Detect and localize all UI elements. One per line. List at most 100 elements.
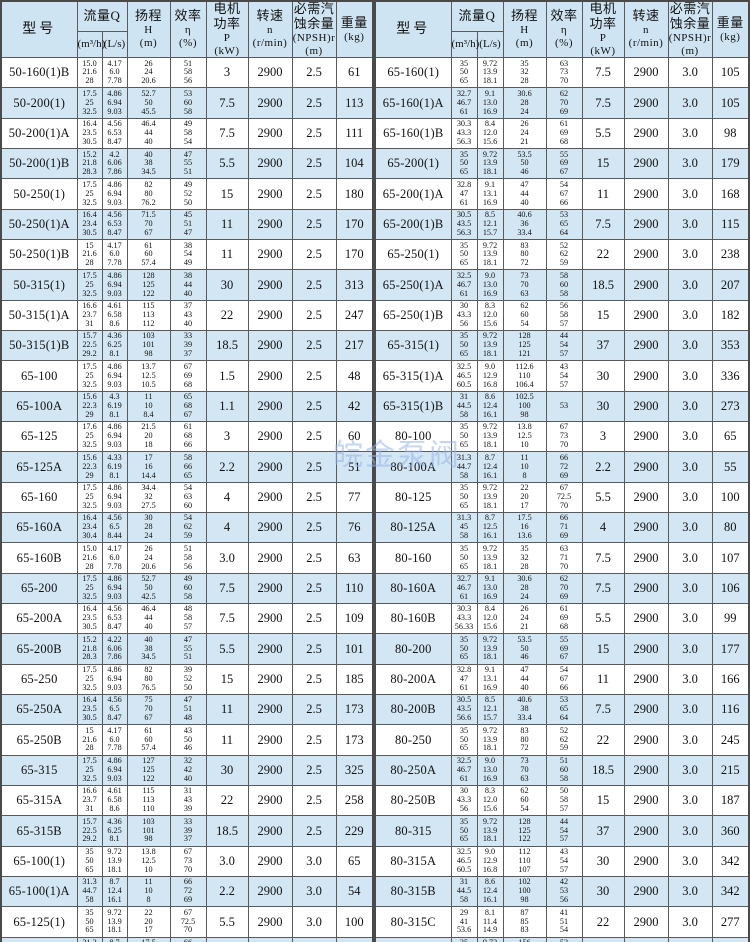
table-row[interactable]: 65-250(1) 35 50 65 9.72 13.9 18.1 83 80 72 52 62 59 2…: [374, 239, 750, 271]
table-row[interactable]: 65-315(1)B 31 44.5 58 8.6 12.4 16.1 102.5 100 98 5…: [374, 390, 750, 423]
cell-flow-ls-v3: 18.1: [482, 743, 498, 753]
cell-flow-m3h: 15.6 22.3 29: [76, 451, 103, 483]
table-row[interactable]: 50-160(1)B 15.0 21.6 28 4.17 6.0 7.78 26 24 20.6 5…: [0, 57, 374, 89]
table-row[interactable]: 50-315(1)B 15.7 22.5 29.2 4.36 6.25 8.1 103 101 9…: [0, 330, 374, 362]
cell-head-v1: 128: [142, 270, 155, 280]
cell-flow-m3h-v2: 25: [85, 582, 94, 592]
cell-head: 115 113 112: [126, 299, 171, 332]
table-row[interactable]: 65-125(1)A31.345588.712.516.117.51613.66…: [0, 936, 374, 942]
cell-motor-power: 3.0: [205, 845, 249, 878]
table-row[interactable]: 80-250 35 50 65 9.72 13.9 18.1 83 80 72 52 62 59 22 29…: [374, 724, 750, 756]
table-row[interactable]: 65-200 17.5 25 32.5 4.86 6.94 9.03 52.7 50 42.5 49…: [0, 572, 374, 605]
table-row[interactable]: 65-160(1) 35 50 65 9.72 13.9 18.1 35 32 28 63 73 70 7…: [374, 57, 750, 89]
cell-model: 80-250A: [374, 754, 452, 787]
cell-flow-m3h-v3: 65: [459, 440, 469, 450]
table-row[interactable]: 80-125 35 50 65 9.72 13.9 18.1 22 20 17 67 72.5 70 5.…: [374, 481, 750, 514]
header-npsh-line2: 蚀余量: [669, 15, 711, 31]
table-row[interactable]: 65-250B 15 21.6 28 4.17 6.0 7.78 61 60 57.4 43 50 46…: [0, 724, 374, 756]
table-row[interactable]: 80-100A 31.3 44.7 58 8.7 12.4 16.1 11 10 8 66 72 69 2…: [374, 451, 750, 483]
table-row[interactable]: 65-160B 15.0 21.6 28 4.17 6.0 7.78 26 24 20.6 51 58…: [0, 542, 374, 574]
cell-flow-ls: 9.0 12.9 16.8: [476, 360, 504, 392]
table-row[interactable]: 65-315(1) 35 50 65 9.72 13.9 18.1 128 125 121 44 54…: [374, 330, 750, 362]
table-row[interactable]: 80-200B 30.5 43.5 56.6 8.5 12.1 15.7 40.6 38 33.4…: [374, 694, 750, 726]
table-row[interactable]: 50-200(1) 17.5 25 32.5 4.86 6.94 9.03 52.7 50 45.…: [0, 87, 374, 119]
table-row[interactable]: 50-315(1) 17.5 25 32.5 4.86 6.94 9.03 128 125 122…: [0, 269, 374, 301]
cell-motor-power: 7.5: [205, 572, 249, 605]
table-row[interactable]: 65-315B 15.7 22.5 29.2 4.36 6.25 8.1 103 101 98 33…: [0, 815, 374, 847]
table-row[interactable]: 65-160A 16.4 23.4 30.4 4.56 6.5 8.44 30 28 24 54 62…: [0, 512, 374, 544]
table-row[interactable]: 65-100(1)A 31.3 44.7 58 8.7 12.4 16.1 11 10 8 66 72…: [0, 876, 374, 908]
table-row[interactable]: 65-250(1)A 32.5 46.7 61 9.0 13.0 16.9 73 70 63 58 6…: [374, 269, 750, 301]
table-row[interactable]: 50-250(1) 17.5 25 32.5 4.86 6.94 9.03 82 80 76.2 4…: [0, 178, 374, 210]
table-row[interactable]: 80-3503550609.7213.916.71561501405354525…: [374, 936, 750, 942]
table-row[interactable]: 65-250A 16.4 23.5 30.5 4.56 6.5 8.47 75 70 67 47 51…: [0, 694, 374, 726]
cell-flow-m3h-v3: 56.33: [454, 622, 474, 632]
cell-motor-power: 4: [205, 481, 249, 514]
cell-weight: 557: [711, 936, 750, 942]
cell-flow-ls-v1: 4.86: [107, 665, 122, 675]
cell-motor-power: 30: [581, 845, 625, 878]
table-row[interactable]: 80-250A 32.5 46.7 61 9.0 13.0 16.9 73 70 63 51 60 58…: [374, 754, 750, 787]
table-row[interactable]: 80-100 35 50 65 9.72 13.9 18.1 13.8 12.5 10 67 73 70…: [374, 421, 750, 453]
cell-flow-m3h-v2: 47: [459, 673, 469, 683]
table-row[interactable]: 65-200B 15.2 21.8 28.3 4.22 6.06 7.86 40 38 34.5 4…: [0, 633, 374, 665]
cell-head-v2: 32: [520, 552, 529, 562]
table-row[interactable]: 65-125A 15.6 22.3 29 4.33 6.19 8.1 17 16 14.4 58 66…: [0, 451, 374, 483]
cell-efficiency-v1: 67: [183, 361, 193, 371]
table-row[interactable]: 50-200(1)A 16.4 23.5 30.5 4.56 6.53 8.47 46.4 44…: [0, 117, 374, 150]
table-row[interactable]: 50-250(1)A 16.4 23.4 30.5 4.56 6.53 8.47 71.5 70…: [0, 208, 374, 241]
table-row[interactable]: 65-250 17.5 25 32.5 4.86 6.94 9.03 82 80 76.5 39 52…: [0, 663, 374, 696]
table-row[interactable]: 80-315B 31 44.5 58 8.6 12.4 16.1 102 100 98 42 53 56…: [374, 876, 750, 908]
cell-model: 80-200B: [374, 694, 452, 726]
cell-model: 65-250A: [0, 694, 78, 726]
cell-flow-ls-v3: 7.78: [107, 743, 122, 753]
table-row[interactable]: 65-200A 16.4 23.5 30.5 4.56 6.53 8.47 46.4 44 40 4…: [0, 603, 374, 635]
table-row[interactable]: 65-100 17.5 25 32.5 4.86 6.94 9.03 13.7 12.5 10.5…: [0, 360, 374, 392]
table-row[interactable]: 80-200A 32.8 47 61 9.1 13.1 16.9 47 44 40 54 67 66 11…: [374, 663, 750, 696]
cell-efficiency-v3: 69: [559, 106, 569, 116]
table-row[interactable]: 65-315 17.5 25 32.5 4.86 6.94 9.03 127 125 122 32 4…: [0, 754, 374, 787]
table-row[interactable]: 80-160A 32.7 46.7 61 9.1 13.0 16.9 30.6 28 24 62 70…: [374, 572, 750, 605]
table-row[interactable]: 65-125 17.6 25 32.5 4.86 6.94 9.03 21.5 20 18 61 68…: [0, 421, 374, 453]
table-row[interactable]: 50-250(1)B 15 21.6 28 4.17 6.0 7.78 61 60 57.4 38 5…: [0, 239, 374, 271]
cell-flow-m3h: 17.5 25 32.5: [76, 87, 103, 119]
table-row[interactable]: 65-200(1) 35 50 65 9.72 13.9 18.1 53.5 50 46 55 69 6…: [374, 148, 750, 180]
table-row[interactable]: 65-250(1)B 30 43.3 56 8.3 12.0 15.6 62 60 54 56 58 5…: [374, 299, 750, 332]
table-row[interactable]: 65-160 17.5 25 32.5 4.86 6.94 9.03 34.4 32 27.5 54…: [0, 481, 374, 514]
table-row[interactable]: 65-200(1)A 32.8 47 61 9.1 13.1 16.9 47 44 40 54 67 6…: [374, 178, 750, 210]
table-row[interactable]: 80-315 35 50 65 9.72 13.9 18.1 128 125 122 44 54 57 3…: [374, 815, 750, 847]
cell-head-v2: 44: [144, 613, 153, 623]
table-row[interactable]: 65-315A 16.6 23.7 31 4.61 6.58 8.6 115 113 110 31 4…: [0, 785, 374, 817]
cell-efficiency-v3: 70: [183, 864, 193, 874]
cell-npsh: 2.5: [291, 724, 337, 756]
table-row[interactable]: 65-100(1) 35 50 65 9.72 13.9 18.1 13.8 12.5 10 67 7…: [0, 845, 374, 878]
table-row[interactable]: 65-315(1)A 32.5 46.5 60.5 9.0 12.9 16.8 112.6 11…: [374, 360, 750, 392]
cell-motor-power: 15: [205, 178, 249, 210]
cell-speed: 2900: [623, 815, 669, 847]
table-row[interactable]: 65-160(1)A 32.7 46.7 61 9.1 13.0 16.9 30.6 28 24 6…: [374, 87, 750, 119]
table-row[interactable]: 80-315C 29 41 53.6 8.1 11.4 14.9 87 85 83 41 51 54 22…: [374, 906, 750, 938]
cell-speed: 2900: [623, 481, 669, 514]
table-row[interactable]: 65-200(1)B 30.5 43.5 56.3 8.5 12.1 15.7 40.6 36 3…: [374, 208, 750, 241]
cell-flow-ls: 4.56 6.53 8.47: [101, 117, 128, 150]
table-row[interactable]: 65-100A 15.6 22.3 29 4.3 6.19 8.1 11 10 8.4 65 68 67…: [0, 390, 374, 423]
table-row[interactable]: 80-315A 32.5 46.5 60.5 9.0 12.9 16.8 112 110 107 4…: [374, 845, 750, 878]
cell-flow-m3h-v2: 50: [85, 916, 94, 926]
cell-head-v2: 80: [144, 188, 153, 198]
table-row[interactable]: 50-200(1)B 15.2 21.8 28.3 4.2 6.06 7.86 40 38 34.…: [0, 148, 374, 180]
cell-flow-m3h-v1: 17.5: [82, 88, 97, 98]
cell-speed: 2900: [623, 239, 669, 271]
cell-efficiency-v3: 57: [559, 379, 569, 389]
table-row[interactable]: 80-125A 31.3 45 58 8.7 12.5 16.1 17.5 16 13.6 66 71…: [374, 512, 750, 544]
table-row[interactable]: 80-160 35 50 65 9.72 13.9 18.1 35 32 28 63 71 70 7.5 2…: [374, 542, 750, 574]
table-row[interactable]: 65-125(1) 35 50 65 9.72 13.9 18.1 22 20 17 67 72.5 7…: [0, 906, 374, 938]
table-row[interactable]: 50-315(1)A 16.6 23.7 31 4.61 6.58 8.6 115 113 112…: [0, 299, 374, 332]
cell-flow-m3h-v2: 23.4: [82, 219, 97, 229]
table-row[interactable]: 80-250B 30 43.3 56 8.3 12.0 15.6 62 60 54 50 58 57 15…: [374, 785, 750, 817]
table-row[interactable]: 80-160B 30.3 43.3 56.33 8.4 12.0 15.6 26 24 21 61 6…: [374, 603, 750, 635]
cell-efficiency-v3: 69: [183, 895, 193, 905]
table-row[interactable]: 80-200 35 50 65 9.72 13.9 18.1 53.5 50 46 55 69 67 15…: [374, 633, 750, 665]
table-row[interactable]: 65-160(1)B 30.3 43.3 56.3 8.4 12.0 15.6 26 24 21 6…: [374, 117, 750, 150]
header-flow-ls: (L/s): [101, 31, 128, 59]
